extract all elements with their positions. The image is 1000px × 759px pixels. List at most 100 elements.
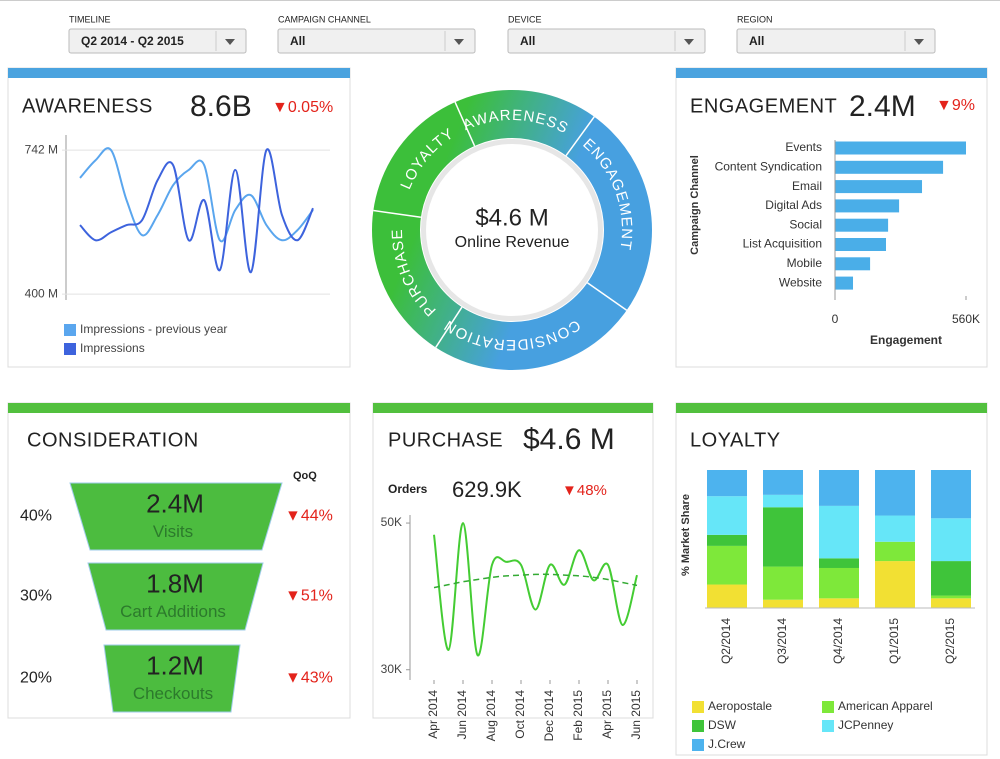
x-tick-label: Dec 2014 <box>542 690 556 742</box>
awareness-title: AWARENESS <box>22 95 153 117</box>
awareness-value: 8.6B <box>190 90 252 123</box>
hub-separator <box>373 209 421 218</box>
dropdown-arrow <box>914 39 924 45</box>
line-series <box>433 573 638 589</box>
x-tick-label: Q2/2015 <box>943 618 957 664</box>
bar <box>835 180 923 194</box>
legend-label: JCPenney <box>838 718 893 732</box>
x-tick-label: Oct 2014 <box>513 690 527 739</box>
y-tick-label: List Acquisition <box>743 237 822 251</box>
bar <box>835 199 900 213</box>
consideration-title: CONSIDERATION <box>27 429 199 451</box>
legend-label: American Apparel <box>838 699 933 713</box>
hub-separator <box>565 116 595 157</box>
y-tick-label: 742 M <box>25 142 58 156</box>
y-tick-label: Email <box>792 179 822 193</box>
y-tick-label: Events <box>785 140 822 154</box>
line-series <box>79 148 314 274</box>
x-tick-label: 560K <box>952 312 980 326</box>
x-tick-label: Feb 2015 <box>571 690 585 741</box>
bar <box>835 257 871 271</box>
filter-value: All <box>290 34 305 48</box>
hub-inner <box>426 144 598 316</box>
bar-segment <box>931 598 971 608</box>
funnel-label: Checkouts <box>133 684 213 703</box>
line-series <box>79 147 314 243</box>
funnel-label: Cart Additions <box>120 602 226 621</box>
x-tick-label: Q4/2014 <box>831 618 845 664</box>
dropdown-arrow <box>684 39 694 45</box>
bar-segment <box>707 470 747 497</box>
legend-swatch <box>822 720 834 732</box>
dropdown-arrow <box>454 39 464 45</box>
bar-segment <box>763 494 803 508</box>
bar-segment <box>931 518 971 562</box>
legend-label: Aeropostale <box>708 699 772 713</box>
bar <box>835 141 966 155</box>
funnel-change: ▼43% <box>285 670 333 687</box>
y-tick-label: 30K <box>381 662 402 676</box>
bar-segment <box>875 561 915 608</box>
x-tick-label: Apr 2015 <box>600 690 614 739</box>
x-tick-label: Q2/2014 <box>719 618 733 664</box>
hub-ring <box>372 90 652 370</box>
panel <box>7 67 351 368</box>
bar-segment <box>819 598 859 608</box>
bar-segment <box>931 470 971 519</box>
funnel-share: 20% <box>20 670 52 687</box>
x-tick-label: Jun 2015 <box>629 690 643 740</box>
legend-label: J.Crew <box>708 737 746 751</box>
filter-value: All <box>749 34 764 48</box>
legend-swatch <box>822 701 834 713</box>
bar <box>835 218 889 232</box>
bar <box>835 160 944 174</box>
bar-segment <box>819 470 859 506</box>
x-axis-label: Engagement <box>870 333 942 347</box>
x-tick-label: 0 <box>832 312 839 326</box>
dropdown-arrow <box>225 39 235 45</box>
purchase-title: PURCHASE <box>388 429 503 451</box>
filter-dropdown[interactable] <box>507 28 706 54</box>
y-tick-label: Digital Ads <box>765 198 822 212</box>
hub-separator <box>586 282 628 311</box>
bar-segment <box>819 505 859 559</box>
bar-segment <box>875 515 915 542</box>
funnel-value: 2.4M <box>146 488 204 518</box>
x-tick-label: Q1/2015 <box>887 618 901 664</box>
orders-change: ▼48% <box>562 482 607 499</box>
bar-segment <box>763 507 803 567</box>
y-tick-label: 50K <box>381 515 402 529</box>
qoq-header: QoQ <box>293 470 317 482</box>
purchase-value: $4.6 M <box>523 423 615 456</box>
orders-label: Orders <box>388 482 428 496</box>
panel-strip <box>8 403 350 413</box>
bar <box>835 276 854 290</box>
engagement-change: ▼9% <box>936 97 975 114</box>
filter-label: REGION <box>737 14 773 24</box>
y-axis-label: Campaign Channel <box>689 155 701 255</box>
filter-dropdown[interactable] <box>68 28 247 54</box>
panel-strip <box>676 403 987 413</box>
bar-segment <box>707 584 747 608</box>
hub-separator <box>454 101 476 147</box>
funnel-share: 40% <box>20 508 52 525</box>
orders-value: 629.9K <box>452 477 522 502</box>
funnel-step <box>87 562 264 631</box>
hub-value: $4.6 M <box>475 204 548 231</box>
funnel-change: ▼44% <box>285 508 333 525</box>
bar-segment <box>707 534 747 546</box>
bar-segment <box>819 558 859 568</box>
funnel-step <box>103 644 241 713</box>
engagement-title: ENGAGEMENT <box>690 95 837 117</box>
filter-dropdown[interactable] <box>277 28 476 54</box>
y-tick-label: Mobile <box>787 256 823 270</box>
legend-swatch <box>692 701 704 713</box>
x-tick-label: Aug 2014 <box>484 690 498 742</box>
filter-value: Q2 2014 - Q2 2015 <box>81 34 184 48</box>
legend-swatch <box>692 720 704 732</box>
funnel-step <box>69 482 283 551</box>
filter-dropdown[interactable] <box>736 28 936 54</box>
legend-label: DSW <box>708 718 737 732</box>
filter-label: CAMPAIGN CHANNEL <box>278 14 371 24</box>
